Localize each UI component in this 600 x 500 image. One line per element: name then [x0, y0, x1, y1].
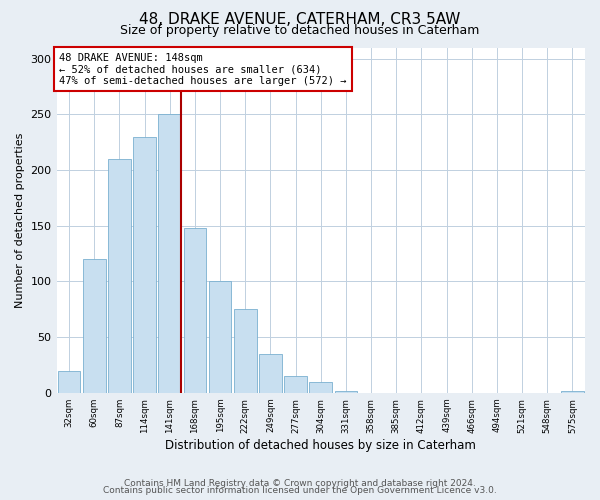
Bar — [234, 310, 257, 393]
Bar — [184, 228, 206, 393]
Bar — [259, 354, 282, 393]
Text: Contains HM Land Registry data © Crown copyright and database right 2024.: Contains HM Land Registry data © Crown c… — [124, 478, 476, 488]
Bar — [58, 370, 80, 393]
Text: 48 DRAKE AVENUE: 148sqm
← 52% of detached houses are smaller (634)
47% of semi-d: 48 DRAKE AVENUE: 148sqm ← 52% of detache… — [59, 52, 347, 86]
Bar — [108, 159, 131, 393]
Text: 48, DRAKE AVENUE, CATERHAM, CR3 5AW: 48, DRAKE AVENUE, CATERHAM, CR3 5AW — [139, 12, 461, 28]
Text: Size of property relative to detached houses in Caterham: Size of property relative to detached ho… — [121, 24, 479, 37]
Bar — [310, 382, 332, 393]
Y-axis label: Number of detached properties: Number of detached properties — [15, 132, 25, 308]
Bar — [284, 376, 307, 393]
Bar — [133, 136, 156, 393]
Text: Contains public sector information licensed under the Open Government Licence v3: Contains public sector information licen… — [103, 486, 497, 495]
X-axis label: Distribution of detached houses by size in Caterham: Distribution of detached houses by size … — [166, 440, 476, 452]
Bar — [158, 114, 181, 393]
Bar — [561, 390, 584, 393]
Bar — [335, 390, 357, 393]
Bar — [209, 282, 232, 393]
Bar — [83, 259, 106, 393]
